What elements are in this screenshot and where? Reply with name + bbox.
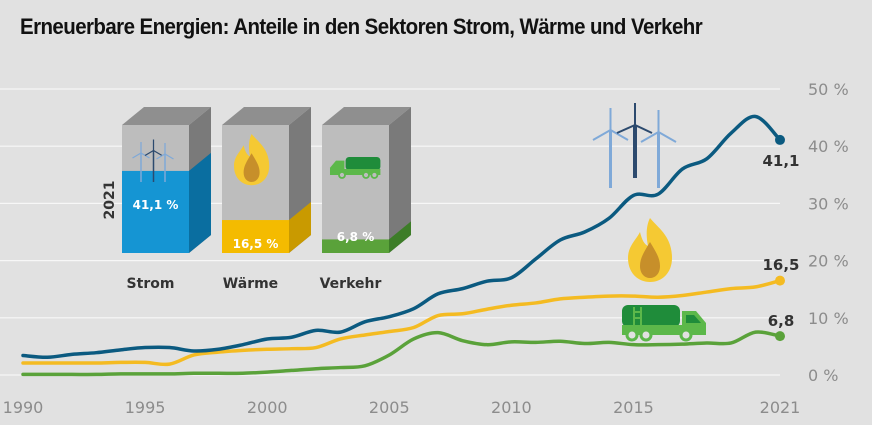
inset-box-wärme: 16,5 % Wärme bbox=[222, 107, 311, 292]
end-marker-strom bbox=[775, 134, 785, 145]
flame-icon bbox=[628, 218, 672, 282]
box-value-label: 16,5 % bbox=[233, 237, 279, 251]
tanker-truck-icon bbox=[622, 305, 706, 342]
end-label-strom: 41,1 bbox=[762, 152, 799, 170]
y-axis-ticks: 0 % 10 % 20 % 30 % 40 % 50 % bbox=[808, 80, 849, 385]
inset-box-verkehr: 6,8 % Verkehr bbox=[320, 107, 411, 292]
x-tick-label: 2010 bbox=[491, 398, 532, 417]
wind-turbines-icon bbox=[592, 103, 677, 188]
series-line-strom bbox=[21, 114, 782, 360]
x-tick-label: 2021 bbox=[760, 398, 801, 417]
x-tick-label: 2015 bbox=[613, 398, 654, 417]
y-tick-label: 40 % bbox=[808, 137, 849, 156]
box-category-label: Strom bbox=[127, 276, 175, 292]
box-fill-side bbox=[389, 221, 411, 253]
box-side-face bbox=[389, 107, 411, 253]
inset-boxes: 2021 41,1 % Strom 16,5 % Wärme 6,8 % Verkehr bbox=[102, 107, 411, 292]
end-marker-wärme bbox=[775, 275, 785, 286]
y-tick-label: 30 % bbox=[808, 194, 849, 213]
box-category-label: Verkehr bbox=[320, 276, 382, 292]
box-value-label: 41,1 % bbox=[133, 198, 179, 212]
inset-box-strom: 41,1 % Strom bbox=[122, 107, 211, 292]
series-line-verkehr bbox=[21, 330, 782, 377]
series-lines bbox=[21, 114, 782, 377]
box-top-face bbox=[322, 107, 411, 125]
x-tick-label: 2005 bbox=[369, 398, 410, 417]
box-tanker-truck-icon bbox=[330, 157, 381, 179]
y-tick-label: 50 % bbox=[808, 80, 849, 99]
box-top-face bbox=[222, 107, 311, 125]
x-axis-ticks: 1990 1995 2000 2005 2010 2015 2021 bbox=[3, 398, 801, 417]
series-line-wärme bbox=[21, 278, 782, 367]
chart-title: Erneuerbare Energien: Anteile in den Sek… bbox=[20, 14, 703, 39]
box-fill-front bbox=[122, 170, 189, 253]
box-flame-icon bbox=[234, 134, 270, 186]
end-marker-verkehr bbox=[775, 331, 785, 342]
box-front-face bbox=[322, 125, 389, 253]
end-markers: 6,8 16,5 41,1 bbox=[762, 134, 800, 342]
box-fill-side bbox=[189, 152, 211, 253]
inset-year-label: 2021 bbox=[102, 181, 118, 220]
end-label-wärme: 16,5 bbox=[762, 256, 799, 274]
y-tick-label: 20 % bbox=[808, 252, 849, 271]
box-value-label: 6,8 % bbox=[337, 230, 374, 244]
box-fill-front bbox=[222, 220, 289, 253]
box-wind-turbines-icon bbox=[132, 139, 174, 182]
box-top-face bbox=[122, 107, 211, 125]
x-tick-label: 1995 bbox=[125, 398, 166, 417]
x-tick-label: 2000 bbox=[247, 398, 288, 417]
y-tick-label: 10 % bbox=[808, 309, 849, 328]
end-label-verkehr: 6,8 bbox=[768, 312, 795, 330]
y-tick-label: 0 % bbox=[808, 366, 838, 385]
box-fill-front bbox=[322, 239, 389, 253]
box-category-label: Wärme bbox=[223, 276, 278, 292]
x-tick-label: 1990 bbox=[3, 398, 44, 417]
box-fill-side bbox=[289, 202, 311, 253]
